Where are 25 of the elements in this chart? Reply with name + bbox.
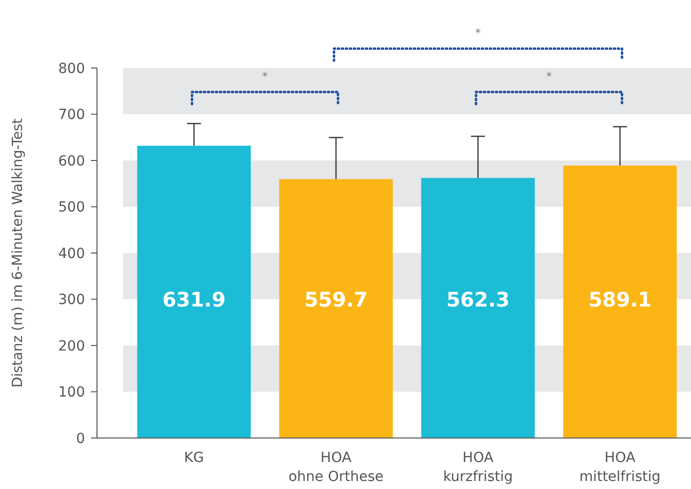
x-tick-label: HOA ohne Orthese <box>288 450 384 485</box>
y-tick-label: 400 <box>58 246 85 262</box>
y-tick-label: 0 <box>76 430 85 447</box>
x-tick-label: HOA kurzfristig <box>443 450 513 485</box>
y-tick-label: 700 <box>58 107 85 124</box>
bar <box>421 178 535 438</box>
y-tick-label: 100 <box>58 384 85 401</box>
bar <box>563 166 677 438</box>
x-tick-label: HOA mittelfristig <box>579 450 661 485</box>
y-tick-label: 600 <box>58 153 85 170</box>
data-label: 589.1 <box>588 287 652 312</box>
x-tick-label: KG <box>184 450 204 466</box>
data-label: 562.3 <box>446 287 510 312</box>
data-label: 631.9 <box>162 287 226 312</box>
y-tick-label: 800 <box>58 60 85 77</box>
y-tick-label: 500 <box>58 200 85 216</box>
text: * <box>475 26 482 40</box>
y-tick-label: 300 <box>58 292 85 308</box>
y-axis-title: Distanz (m) im 6-Minuten Walking-Test <box>10 118 26 388</box>
data-label: 559.7 <box>304 287 368 312</box>
annotation: * <box>262 70 268 84</box>
bar <box>279 179 393 438</box>
bar <box>137 146 251 438</box>
y-tick-label: 200 <box>58 338 85 354</box>
annotation: * <box>546 70 552 84</box>
